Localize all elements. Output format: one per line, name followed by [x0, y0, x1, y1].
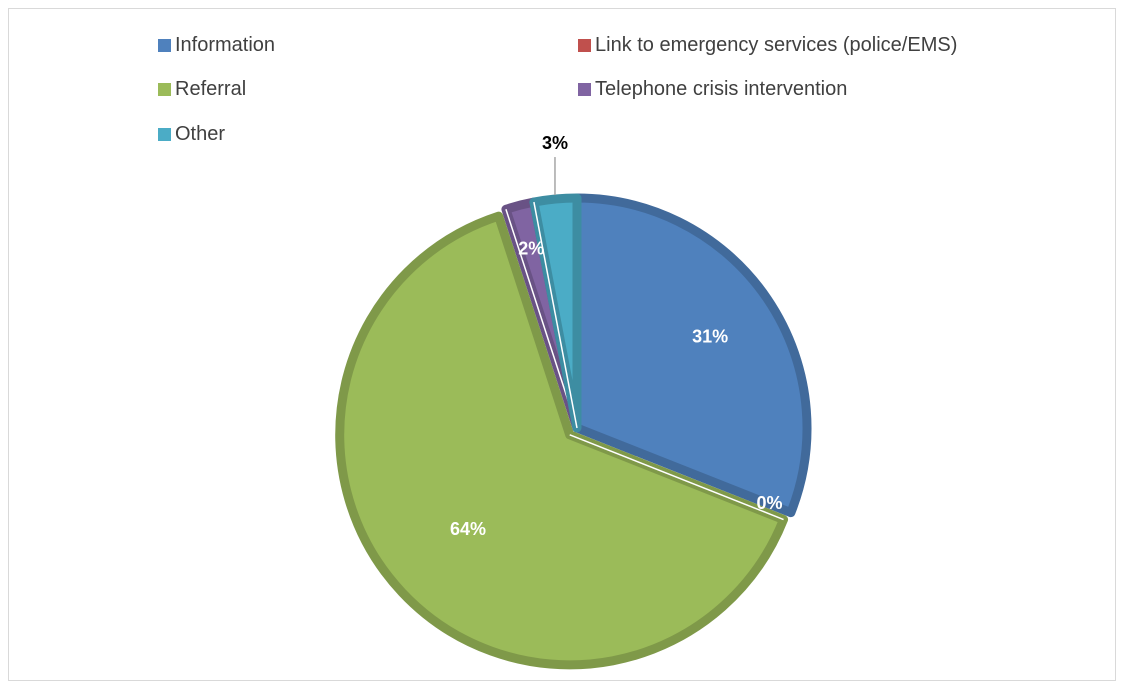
data-label-information: 31% [692, 326, 728, 346]
data-label-emergency: 0% [756, 493, 782, 513]
data-label-referral: 64% [450, 519, 486, 539]
data-label-other: 3% [542, 133, 568, 153]
data-label-telephone: 2% [518, 239, 544, 259]
